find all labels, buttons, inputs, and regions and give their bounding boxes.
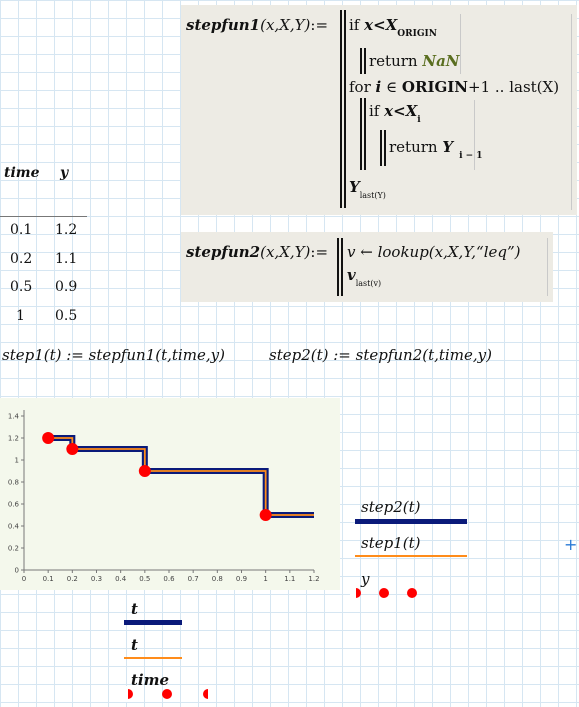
x-tick-label: 1.1 (284, 575, 295, 583)
y-tick-label: 0.8 (8, 479, 19, 487)
legend-point (162, 689, 172, 699)
y-tick-label: 0 (15, 567, 19, 575)
legend-x-line-2 (124, 657, 182, 659)
crosshair-cursor-icon: + (564, 535, 578, 554)
data-point (42, 432, 55, 444)
table-cell: 0.1 (10, 222, 33, 238)
stepfun1-line-for[interactable]: for i ∈ ORIGIN+1 .. last(X) (349, 78, 560, 96)
legend-x-label-2[interactable]: t (131, 636, 138, 654)
data-point (259, 509, 272, 521)
stepfun1-name: stepfun1 (186, 16, 261, 34)
table-cell: 1.1 (55, 251, 78, 267)
program-bar-right (571, 14, 572, 210)
y-tick-label: 0.6 (8, 501, 20, 509)
table-cell: 0.9 (55, 279, 78, 295)
program-bar (364, 48, 366, 74)
stepfun1-line-if-inner[interactable]: if x<Xi (369, 102, 421, 125)
x-tick-label: 1.2 (308, 575, 319, 583)
stepfun1-region[interactable] (181, 5, 577, 215)
table-cell: 1 (16, 308, 25, 324)
legend-label-step2[interactable]: step2(t) (361, 498, 421, 516)
legend-point (407, 588, 417, 598)
table-header-divider (0, 216, 87, 217)
x-tick-label: 0.4 (115, 575, 127, 583)
y-tick-label: 1 (15, 457, 19, 465)
step1-definition[interactable]: step1(t) := stepfun1(t,time,y) (2, 346, 225, 364)
stepfun1-line-y-last[interactable]: Ylast(Y) (349, 178, 386, 200)
table-cell: 1.2 (55, 222, 78, 238)
x-tick-label: 0.6 (163, 575, 175, 583)
table-header-time: time (4, 165, 40, 181)
x-tick-label: 0.1 (43, 575, 54, 583)
legend-point (379, 588, 389, 598)
legend-x-label-3[interactable]: time (131, 671, 170, 689)
program-bar (380, 130, 382, 166)
legend-label-y[interactable]: y (361, 570, 370, 588)
legend-x-label-1[interactable]: t (131, 600, 138, 618)
y-tick-label: 0.2 (8, 545, 19, 553)
define-operator: := (310, 243, 329, 261)
stepfun1-signature[interactable]: stepfun1(x,X,Y):= (186, 16, 328, 34)
program-bar (337, 238, 339, 296)
table-cell: 0.2 (10, 251, 33, 267)
stepfun2-signature[interactable]: stepfun2(x,X,Y):= (186, 243, 328, 261)
legend-line-step1 (355, 555, 467, 557)
define-operator: := (310, 16, 329, 34)
stepfun1-line-if[interactable]: if x<XORIGIN (349, 16, 437, 39)
program-bar (384, 130, 386, 166)
plot-region[interactable] (0, 398, 340, 590)
legend-x-points (122, 686, 214, 702)
stepfun2-name: stepfun2 (186, 243, 261, 261)
stepfun1-args: (x,X,Y) (260, 16, 311, 34)
program-bar (364, 98, 366, 170)
program-bar (340, 10, 342, 208)
x-tick-label: 0.7 (188, 575, 199, 583)
legend-label-step1[interactable]: step1(t) (361, 534, 421, 552)
series-line-step1t (48, 437, 314, 516)
x-tick-label: 0.3 (91, 575, 102, 583)
stepfun2-args: (x,X,Y) (260, 243, 311, 261)
program-bar (341, 238, 343, 296)
legend-line-step2 (355, 519, 467, 524)
stepfun2-line-v-last[interactable]: vlast(v) (347, 266, 382, 288)
x-tick-label: 0.5 (139, 575, 150, 583)
data-point (138, 465, 151, 477)
y-tick-label: 1.4 (8, 413, 20, 421)
legend-x-line-1 (124, 620, 182, 625)
table-cell: 0.5 (10, 279, 33, 295)
program-bar-right (547, 238, 548, 296)
x-tick-label: 0.9 (236, 575, 247, 583)
table-cell: 0.5 (55, 308, 78, 324)
step2-definition[interactable]: step2(t) := stepfun2(t,time,y) (269, 346, 492, 364)
x-tick-label: 0 (22, 575, 26, 583)
table-header-y: y (60, 165, 69, 181)
y-tick-label: 0.4 (8, 523, 20, 531)
stepfun2-region[interactable] (181, 232, 553, 302)
program-bar-right (460, 14, 461, 74)
program-bar (360, 98, 362, 170)
program-bar (360, 48, 362, 74)
program-bar-right (474, 100, 475, 170)
stepfun2-line-lookup[interactable]: v ← lookup(x,X,Y,“leq”) (347, 243, 521, 261)
x-tick-label: 0.8 (212, 575, 223, 583)
step-plot[interactable]: 0 0.1 0.2 0.3 0.4 0.5 0.6 0.7 0.8 0.9 1 1.1 1.2 0 0.2 0… (0, 398, 340, 590)
y-tick-label: 1.2 (8, 435, 19, 443)
program-bar (344, 10, 346, 208)
x-tick-label: 0.2 (67, 575, 78, 583)
stepfun1-line-return-nan[interactable]: return NaN (369, 52, 460, 70)
legend-points-y (350, 585, 417, 601)
x-tick-label: 1 (263, 575, 267, 583)
data-point (66, 443, 79, 455)
